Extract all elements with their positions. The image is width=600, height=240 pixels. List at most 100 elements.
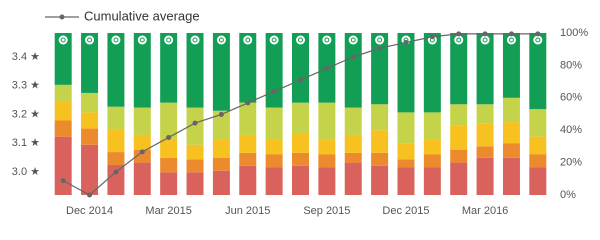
bar-segment [397,167,415,195]
bar-icon-inner [377,37,383,43]
bar-icon [111,35,121,45]
bar-icon-inner [113,37,119,43]
bar-segment [318,139,336,155]
bar-segment [212,33,230,111]
bar-icon-inner [535,37,541,43]
y-tick-label: 3.3 ★ [12,80,40,92]
y2-tick-label: 60% [560,92,582,104]
x-tick-label: Sep 2015 [303,205,350,217]
bar-segment [212,157,230,171]
bar-icon-inner [60,37,66,43]
bar-icon-inner [350,37,356,43]
bar-segment [476,104,494,124]
bar-segment [344,152,362,163]
bar-segment [107,152,125,166]
bar-icon [322,35,332,45]
bar-icon [243,35,253,45]
bar-segment [239,33,257,103]
bar-segment [81,112,99,129]
bar-icon-inner [298,37,303,43]
bar-segment [239,152,257,166]
bar-segment [239,135,257,153]
bar-segment [450,162,468,195]
y-tick-label: 3.4 ★ [12,51,40,63]
line-point [60,178,66,184]
bar-icon-inner [139,37,145,43]
line-point [166,134,172,140]
bar-segment [344,33,362,108]
x-tick-label: Dec 2015 [382,205,429,217]
bar-segment [476,123,494,147]
line-point [113,169,119,175]
x-tick-label: Mar 2015 [145,205,191,217]
bar-icon [269,35,279,45]
page: {"chart_data": {"type": "bar", "stacked"… [11,8,589,217]
bar-segment [344,162,362,195]
bar-segment [160,172,178,195]
bar-segment [371,130,389,153]
bar-icon [58,35,68,45]
line-point [535,31,541,37]
bar-segment [450,125,468,150]
x-tick-label: Dec 2014 [66,205,113,217]
line-point [429,34,435,40]
bar-segment [450,33,468,105]
bar-icon [137,35,147,45]
bar-segment [502,97,520,123]
bar-segment [54,84,72,102]
bar-segment [160,138,178,158]
bar-icon [454,35,464,45]
bar-segment [265,167,283,195]
line-point [271,88,277,94]
bar-segment [397,159,415,168]
y2-tick-label: 20% [560,157,582,169]
bar-segment [239,165,257,195]
bar-segment [133,162,151,195]
line-point [139,149,145,155]
bar-segment [423,33,441,113]
bar-icon [296,35,305,45]
bar-segment [292,133,309,153]
bar-segment [502,122,520,144]
bar-segment [371,104,389,131]
bar-segment [54,136,72,195]
bar-segment [292,102,309,134]
bar-segment [186,33,204,108]
bar-segment [292,152,309,166]
bar-icon-inner [271,37,277,43]
bar-segment [160,102,178,139]
bar-icon-inner [324,37,330,43]
y2-tick-label: 40% [560,124,582,136]
bar-segment [107,33,125,107]
bar-segment [265,33,283,108]
bar-segment [186,159,204,173]
line-point [403,39,409,45]
bar-segment [81,92,99,113]
bar-segment [133,149,151,163]
line-point [298,77,303,83]
bar-icon [164,35,174,45]
bar-segment [212,170,230,195]
bar-icon [506,35,516,45]
line-point [482,31,488,37]
bar-segment [423,139,441,155]
bar-segment [450,104,468,126]
bar-segment [292,165,309,195]
bar-icon [533,35,543,45]
bar-segment [529,136,547,155]
line-point [350,54,356,60]
bar-segment [423,167,441,195]
bar-segment [450,149,468,163]
bar-segment [212,110,230,140]
bar-icon [375,35,385,45]
bar-segment [529,167,547,195]
bar-segment [476,33,494,105]
bar-icon-inner [245,37,251,43]
bar-segment [529,109,547,137]
bar-segment [502,143,520,158]
bar-segment [371,165,389,195]
line-point [508,31,514,37]
bar-segment [160,33,178,103]
bar-segment [371,152,389,166]
x-tick-label: Jun 2015 [225,205,270,217]
